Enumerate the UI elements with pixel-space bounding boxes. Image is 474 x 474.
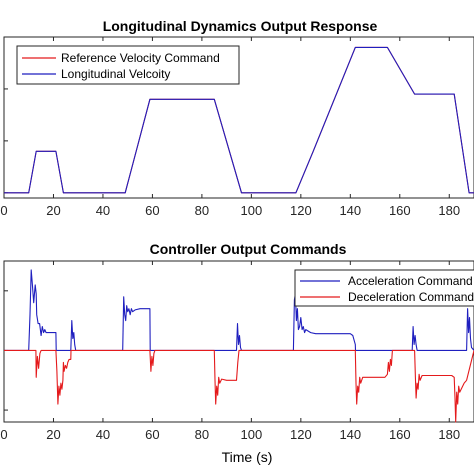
x-tick-label: 60	[145, 203, 159, 218]
x-tick-label: 160	[389, 427, 411, 442]
x-tick-label: 120	[290, 427, 312, 442]
x-tick-label: 100	[241, 203, 263, 218]
series-line-1	[4, 46, 474, 194]
chart-title: Longitudinal Dynamics Output Response	[103, 18, 378, 34]
legend-label-reference: Reference Velocity Command	[61, 51, 220, 65]
x-tick-label: 140	[339, 427, 361, 442]
legend: Acceleration Command Deceleration Comman…	[294, 269, 474, 307]
x-axis-ticks: 0 20 40 60 80 100 120 140 160 180	[0, 261, 460, 442]
x-tick-label: 40	[96, 427, 110, 442]
x-tick-label: 60	[145, 427, 159, 442]
legend-box	[294, 269, 474, 307]
series-line-1	[4, 349, 474, 423]
controller-output-chart: Controller Output Commands 0 20 40 60 80 100 1…	[0, 241, 474, 465]
legend-box	[16, 45, 240, 85]
x-tick-label: 20	[46, 203, 60, 218]
x-tick-label: 80	[195, 427, 209, 442]
x-tick-label: 120	[290, 203, 312, 218]
x-tick-label: 180	[438, 427, 460, 442]
x-tick-label: 40	[96, 203, 110, 218]
chart-title: Controller Output Commands	[150, 241, 347, 257]
series-lines	[4, 46, 474, 194]
legend: Reference Velocity Command Longitudinal …	[16, 45, 240, 85]
legend-label-acceleration: Acceleration Command	[348, 274, 473, 288]
x-tick-label: 0	[0, 427, 7, 442]
x-tick-label: 100	[241, 427, 263, 442]
x-tick-label: 140	[339, 203, 361, 218]
x-tick-label: 160	[389, 203, 411, 218]
legend-label-velocity: Longitudinal Velcoity	[61, 67, 170, 81]
series-lines	[4, 269, 474, 423]
longitudinal-dynamics-chart: Longitudinal Dynamics Output Response 0 2…	[0, 18, 474, 218]
x-axis-label: Time (s)	[222, 449, 273, 465]
x-axis-ticks: 0 20 40 60 80 100 120 140 160 180	[0, 37, 460, 218]
x-tick-label: 20	[46, 427, 60, 442]
legend-label-deceleration: Deceleration Command	[348, 290, 474, 304]
x-tick-label: 80	[195, 203, 209, 218]
x-tick-label: 0	[0, 203, 7, 218]
x-tick-label: 180	[438, 203, 460, 218]
